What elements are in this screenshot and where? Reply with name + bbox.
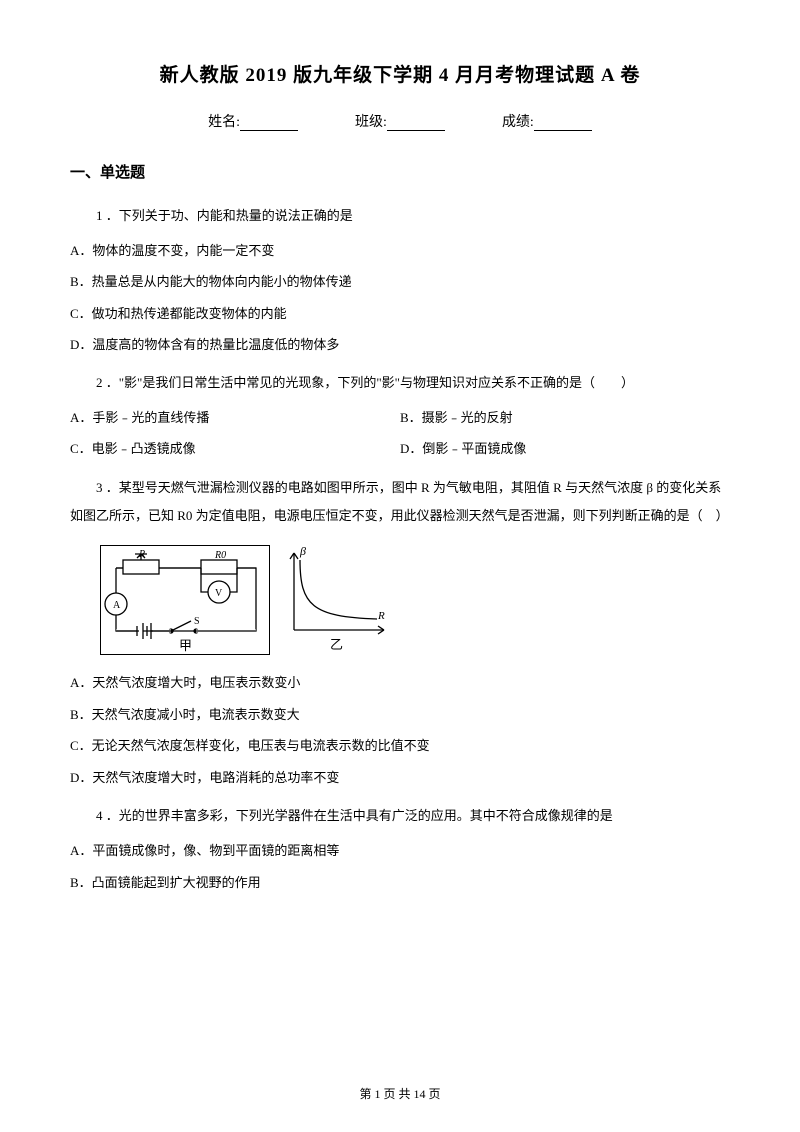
- section-header: 一、单选题: [70, 161, 730, 182]
- name-blank[interactable]: [240, 117, 298, 131]
- q3-option-c: C．无论天然气浓度怎样变化，电压表与电流表示数的比值不变: [70, 732, 730, 761]
- label-beta: β: [299, 545, 306, 558]
- graph-diagram: β R 乙: [282, 545, 392, 655]
- label-s: S: [194, 616, 200, 627]
- q2-option-b: B．摄影﹣光的反射: [400, 404, 730, 433]
- label-r0: R0: [214, 550, 226, 561]
- class-blank[interactable]: [387, 117, 445, 131]
- label-v: V: [215, 588, 223, 599]
- q1-option-b: B．热量总是从内能大的物体向内能小的物体传递: [70, 268, 730, 297]
- q4-option-a: A．平面镜成像时，像、物到平面镜的距离相等: [70, 837, 730, 866]
- q2-option-a: A．手影﹣光的直线传播: [70, 404, 400, 433]
- page-title: 新人教版 2019 版九年级下学期 4 月月考物理试题 A 卷: [70, 60, 730, 87]
- q3-option-b: B．天然气浓度减小时，电流表示数变大: [70, 701, 730, 730]
- label-a: A: [113, 600, 121, 611]
- q4-stem: 4 ．光的世界丰富多彩，下列光学器件在生活中具有广泛的应用。其中不符合成像规律的…: [70, 802, 730, 831]
- class-label: 班级:: [355, 115, 387, 130]
- q3-stem: 3 ．某型号天燃气泄漏检测仪器的电路如图甲所示，图中 R 为气敏电阻，其阻值 R…: [70, 474, 730, 531]
- label-rx: R: [377, 610, 385, 622]
- q3-option-d: D．天然气浓度增大时，电路消耗的总功率不变: [70, 764, 730, 793]
- name-label: 姓名:: [208, 115, 240, 130]
- q3-option-a: A．天然气浓度增大时，电压表示数变小: [70, 669, 730, 698]
- q3-diagram: R R0 A V S 甲 β: [100, 545, 730, 655]
- q4-option-b: B．凸面镜能起到扩大视野的作用: [70, 869, 730, 898]
- label-jia: 甲: [179, 638, 192, 653]
- q1-option-c: C．做功和热传递都能改变物体的内能: [70, 300, 730, 329]
- label-r: R: [138, 549, 145, 560]
- q1-stem: 1 ．下列关于功、内能和热量的说法正确的是: [70, 202, 730, 231]
- score-label: 成绩:: [502, 115, 534, 130]
- q1-option-d: D．温度高的物体含有的热量比温度低的物体多: [70, 331, 730, 360]
- info-line: 姓名: 班级: 成绩:: [70, 111, 730, 131]
- circuit-diagram: R R0 A V S 甲: [100, 545, 270, 655]
- q2-stem: 2 ．"影"是我们日常生活中常见的光现象，下列的"影"与物理知识对应关系不正确的…: [70, 369, 730, 398]
- q1-option-a: A．物体的温度不变，内能一定不变: [70, 237, 730, 266]
- label-yi: 乙: [330, 637, 343, 652]
- score-blank[interactable]: [534, 117, 592, 131]
- q2-option-d: D．倒影﹣平面镜成像: [400, 435, 730, 464]
- page-footer: 第 1 页 共 14 页: [0, 1085, 800, 1102]
- q2-option-c: C．电影﹣凸透镜成像: [70, 435, 400, 464]
